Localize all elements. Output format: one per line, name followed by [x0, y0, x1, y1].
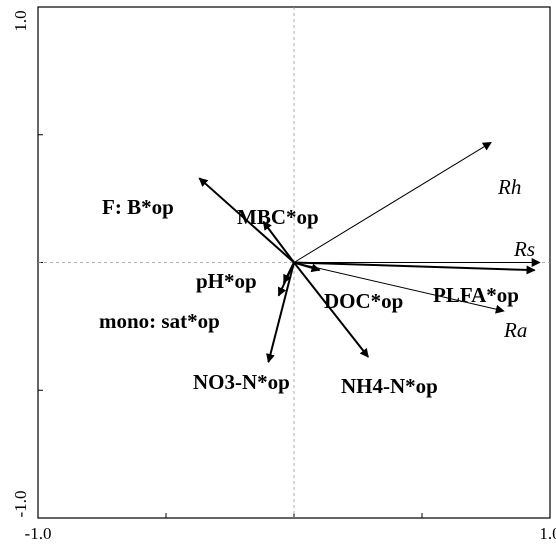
arrow-rh — [293, 141, 492, 263]
arrow-mbc-op — [262, 220, 295, 264]
response-arrows — [293, 141, 541, 314]
label-rs: Rs — [513, 237, 535, 261]
labels: -1.0 1.0 -1.0 1.0 Rh Rs Ra F: B*op MBC*op pH*op mo… — [11, 10, 556, 543]
x-tick-label-0: -1.0 — [25, 524, 52, 543]
arrow-no3-n-op — [266, 262, 295, 364]
label-ra: Ra — [503, 318, 527, 342]
label-mono-sat-op: mono: sat*op — [99, 309, 220, 333]
arrow-f-b-op — [198, 177, 295, 264]
label-doc-op: DOC*op — [324, 289, 403, 313]
arrow-doc-op — [293, 261, 321, 273]
explanatory-arrows — [198, 177, 536, 364]
label-f-b-op: F: B*op — [102, 195, 174, 219]
label-ph-op: pH*op — [196, 269, 257, 293]
arrow-plfa-op — [293, 261, 536, 275]
arrow-ra — [293, 262, 505, 314]
y-tick-label-0: -1.0 — [11, 491, 30, 518]
x-tick-label-1: 1.0 — [539, 524, 556, 543]
arrow-mono-sat-op — [277, 262, 295, 297]
y-tick-label-1: 1.0 — [11, 10, 30, 31]
label-nh4-n-op: NH4-N*op — [341, 374, 438, 398]
label-mbc-op: MBC*op — [237, 205, 319, 229]
arrow-nh4-n-op — [293, 261, 370, 358]
label-no3-n-op: NO3-N*op — [193, 370, 290, 394]
label-plfa-op: PLFA*op — [433, 283, 519, 307]
label-rh: Rh — [497, 175, 521, 199]
